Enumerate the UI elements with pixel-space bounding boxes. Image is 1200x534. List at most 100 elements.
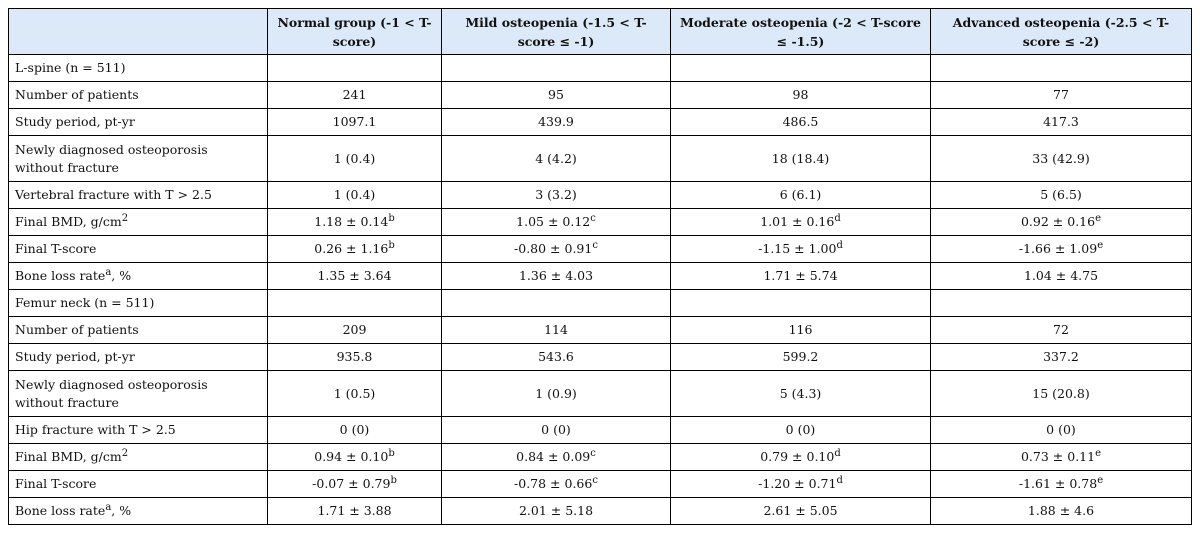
cell-value: 1 (0.9) — [441, 370, 671, 417]
cell-value: 95 — [441, 81, 671, 109]
cell-value: -1.20 ± 0.71d — [670, 470, 931, 498]
footnote-marker: b — [388, 239, 395, 251]
table-row: Bone loss ratea, % 1.71 ± 3.88 2.01 ± 5.… — [8, 497, 1192, 525]
row-label: Final T-score — [8, 470, 268, 498]
cell-text: 0.84 ± 0.09 — [516, 449, 591, 464]
cell-value: 72 — [930, 316, 1192, 344]
cell-value: 1.88 ± 4.6 — [930, 497, 1192, 525]
cell-value: 1 (0.4) — [267, 135, 442, 182]
row-label-text: Bone loss rate — [15, 268, 106, 283]
cell-value: 3 (3.2) — [441, 181, 671, 209]
superscript: 2 — [121, 447, 129, 459]
cell-text: -1.20 ± 0.71 — [758, 476, 837, 491]
row-label: Number of patients — [8, 81, 268, 109]
footnote-marker: d — [834, 447, 841, 459]
row-label: Final BMD, g/cm2 — [8, 208, 268, 236]
cell-value: 2.61 ± 5.05 — [670, 497, 931, 525]
table-row: Number of patients 241 95 98 77 — [8, 81, 1192, 109]
footnote-marker: b — [388, 212, 395, 224]
cell-text: 1.01 ± 0.16 — [760, 214, 835, 229]
section-row-lspine: L-spine (n = 511) — [8, 54, 1192, 82]
cell-value: 0.92 ± 0.16e — [930, 208, 1192, 236]
row-label-text: Final BMD, g/cm — [15, 214, 122, 229]
cell-value: 114 — [441, 316, 671, 344]
row-label: Hip fracture with T > 2.5 — [8, 416, 268, 444]
cell-value: 0 (0) — [670, 416, 931, 444]
empty-cell — [670, 289, 931, 317]
cell-text: 1.05 ± 0.12 — [516, 214, 591, 229]
row-label: Newly diagnosed osteoporosis without frac… — [8, 135, 268, 182]
cell-value: 0 (0) — [441, 416, 671, 444]
table-row: Newly diagnosed osteoporosis without frac… — [8, 135, 1192, 182]
cell-value: -0.07 ± 0.79b — [267, 470, 442, 498]
row-label: Number of patients — [8, 316, 268, 344]
cell-value: 486.5 — [670, 108, 931, 136]
cell-value: 1 (0.5) — [267, 370, 442, 417]
footnote-marker: c — [590, 447, 596, 459]
table-row: Study period, pt-yr 935.8 543.6 599.2 33… — [8, 343, 1192, 371]
row-label: Study period, pt-yr — [8, 108, 268, 136]
header-blank — [8, 8, 268, 55]
header-normal-group: Normal group (-1 < T-score) — [267, 8, 442, 55]
table-row: Final T-score 0.26 ± 1.16b -0.80 ± 0.91c… — [8, 235, 1192, 263]
row-label: Final BMD, g/cm2 — [8, 443, 268, 471]
cell-value: 337.2 — [930, 343, 1192, 371]
empty-cell — [441, 54, 671, 82]
cell-value: 439.9 — [441, 108, 671, 136]
row-label-text: Bone loss rate — [15, 503, 106, 518]
footnote-marker: e — [1095, 212, 1101, 224]
cell-value: 1097.1 — [267, 108, 442, 136]
cell-value: 0.84 ± 0.09c — [441, 443, 671, 471]
row-label: Newly diagnosed osteoporosis without frac… — [8, 370, 268, 417]
section-row-femur: Femur neck (n = 511) — [8, 289, 1192, 317]
footnote-marker: c — [590, 212, 596, 224]
table-row: Newly diagnosed osteoporosis without frac… — [8, 370, 1192, 417]
cell-value: 15 (20.8) — [930, 370, 1192, 417]
header-moderate-osteopenia: Moderate osteopenia (-2 < T-score ≤ -1.5… — [670, 8, 931, 55]
table-row: Study period, pt-yr 1097.1 439.9 486.5 4… — [8, 108, 1192, 136]
cell-value: -1.66 ± 1.09e — [930, 235, 1192, 263]
cell-text: 0.73 ± 0.11 — [1020, 449, 1096, 464]
row-label: Study period, pt-yr — [8, 343, 268, 371]
footnote-marker: b — [390, 474, 397, 486]
table-row: Final T-score -0.07 ± 0.79b -0.78 ± 0.66… — [8, 470, 1192, 498]
row-label-line2: without fracture — [15, 159, 119, 175]
cell-value: 599.2 — [670, 343, 931, 371]
footnote-marker: c — [592, 239, 598, 251]
cell-value: 1 (0.4) — [267, 181, 442, 209]
cell-value: 209 — [267, 316, 442, 344]
cell-text: -0.78 ± 0.66 — [514, 476, 593, 491]
cell-text: -0.07 ± 0.79 — [312, 476, 391, 491]
cell-text: 0.79 ± 0.10 — [760, 449, 835, 464]
row-label-suffix: , % — [111, 503, 132, 518]
section-title: L-spine (n = 511) — [8, 54, 268, 82]
footnote-marker: e — [1095, 447, 1101, 459]
empty-cell — [441, 289, 671, 317]
cell-value: -0.78 ± 0.66c — [441, 470, 671, 498]
cell-text: 0.26 ± 1.16 — [314, 241, 389, 256]
cell-value: 5 (4.3) — [670, 370, 931, 417]
results-table: Normal group (-1 < T-score) Mild osteope… — [8, 8, 1192, 525]
row-label-line2: without fracture — [15, 394, 119, 410]
row-label: Bone loss ratea, % — [8, 497, 268, 525]
cell-value: 1.04 ± 4.75 — [930, 262, 1192, 290]
cell-value: 33 (42.9) — [930, 135, 1192, 182]
cell-text: 0.92 ± 0.16 — [1020, 214, 1096, 229]
cell-value: 2.01 ± 5.18 — [441, 497, 671, 525]
table-row: Number of patients 209 114 116 72 — [8, 316, 1192, 344]
table-row: Hip fracture with T > 2.5 0 (0) 0 (0) 0 … — [8, 416, 1192, 444]
header-row: Normal group (-1 < T-score) Mild osteope… — [8, 8, 1192, 55]
cell-text: 0.94 ± 0.10 — [314, 449, 389, 464]
cell-value: 241 — [267, 81, 442, 109]
table-row: Final BMD, g/cm2 0.94 ± 0.10b 0.84 ± 0.0… — [8, 443, 1192, 471]
row-label: Vertebral fracture with T > 2.5 — [8, 181, 268, 209]
cell-text: -1.61 ± 0.78 — [1018, 476, 1098, 491]
footnote-marker: a — [105, 266, 112, 278]
cell-value: 1.05 ± 0.12c — [441, 208, 671, 236]
row-label: Final T-score — [8, 235, 268, 263]
cell-value: 116 — [670, 316, 931, 344]
cell-text: -0.80 ± 0.91 — [514, 241, 593, 256]
footnote-marker: e — [1097, 474, 1104, 486]
cell-value: 5 (6.5) — [930, 181, 1192, 209]
cell-value: 1.35 ± 3.64 — [267, 262, 442, 290]
